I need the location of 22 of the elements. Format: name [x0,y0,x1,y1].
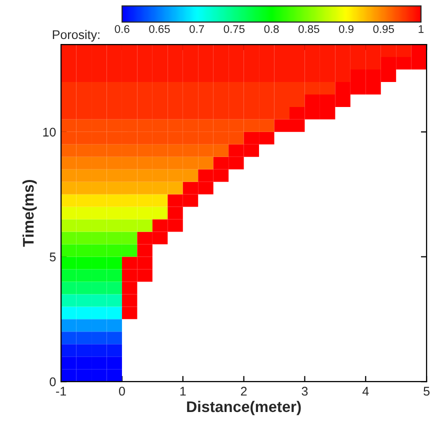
y-axis-title: Time(ms) [22,180,37,247]
color-bar-title: Porosity: [52,30,100,42]
x-tick-label: 5 [424,386,430,396]
x-tick-label: 0 [118,386,125,396]
y-tick-label: 10 [43,128,56,137]
x-tick-label: 1 [180,386,186,396]
color-bar-label: 0.85 [298,25,320,33]
y-tick-label: 0 [50,377,56,386]
color-bar-label: 0.9 [338,25,354,33]
color-bar-label: 0.75 [224,25,245,33]
color-bar-label: 0.6 [114,25,130,33]
color-bar-label: 0.7 [190,25,204,33]
color-bar-label: 0.8 [264,25,279,33]
x-tick-label: 4 [362,386,369,396]
x-tick-label: -1 [56,386,66,396]
color-bar-label: 1 [418,25,424,33]
color-bar-label: 0.65 [149,25,170,33]
y-tick-label: 5 [50,252,56,262]
x-tick-label: 2 [240,386,247,396]
x-tick-label: 3 [302,386,308,396]
color-bar-label: 0.95 [373,25,394,33]
x-axis-title: Distance(meter) [187,400,301,416]
